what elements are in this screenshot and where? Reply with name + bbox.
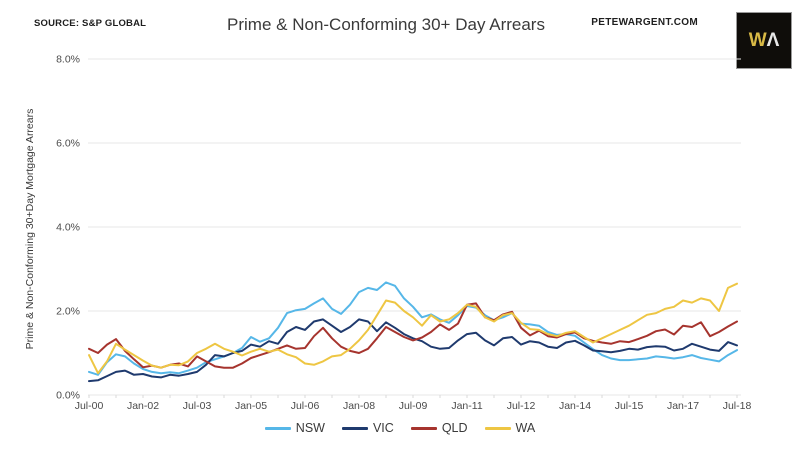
legend-swatch-qld [410,426,437,430]
x-tick-label: Jul-15 [615,400,644,412]
y-tick-label: 2.0% [56,306,80,318]
y-tick-label: 6.0% [56,138,80,150]
legend-item-wa: WA [484,421,536,435]
legend-item-nsw: NSW [264,421,325,435]
legend-label: NSW [295,421,325,435]
x-tick-label: Jan-02 [127,400,159,412]
series-line-nsw [88,281,738,376]
legend-label: VIC [372,421,394,435]
x-tick-label: Jan-14 [559,400,591,412]
page-title: Prime & Non-Conforming 30+ Day Arrears [227,15,545,34]
legend-label: WA [515,421,536,435]
legend-swatch-nsw [264,426,291,430]
legend-label: QLD [441,421,468,435]
x-tick-label: Jul-18 [723,400,752,412]
x-tick-label: Jan-11 [451,400,482,412]
x-tick-label: Jul-00 [75,400,104,412]
logo-letter-w: W [748,29,767,51]
x-tick-label: Jul-03 [183,400,212,412]
legend-item-qld: QLD [410,421,468,435]
x-tick-label: Jan-17 [667,400,699,412]
y-tick-label: 0.0% [56,390,80,402]
website-label: PETEWARGENT.COM [591,17,698,28]
legend-swatch-wa [484,426,511,430]
logo-letter-a: Λ [766,29,780,51]
legend-item-vic: VIC [341,421,394,435]
x-tick-label: Jul-09 [399,400,428,412]
chart-legend: NSW VIC QLD WA [0,421,800,435]
series-line-vic [88,318,738,383]
x-tick-label: Jan-08 [343,400,375,412]
y-tick-label: 4.0% [56,222,80,234]
source-label: SOURCE: S&P GLOBAL [34,18,147,29]
x-tick-label: Jul-06 [291,400,320,412]
legend-swatch-vic [341,426,368,430]
y-tick-label: 8.0% [56,54,80,66]
series-line-wa [88,282,738,375]
x-tick-label: Jan-05 [235,400,267,412]
series-line-qld [88,302,738,369]
x-tick-label: Jul-12 [507,400,536,412]
